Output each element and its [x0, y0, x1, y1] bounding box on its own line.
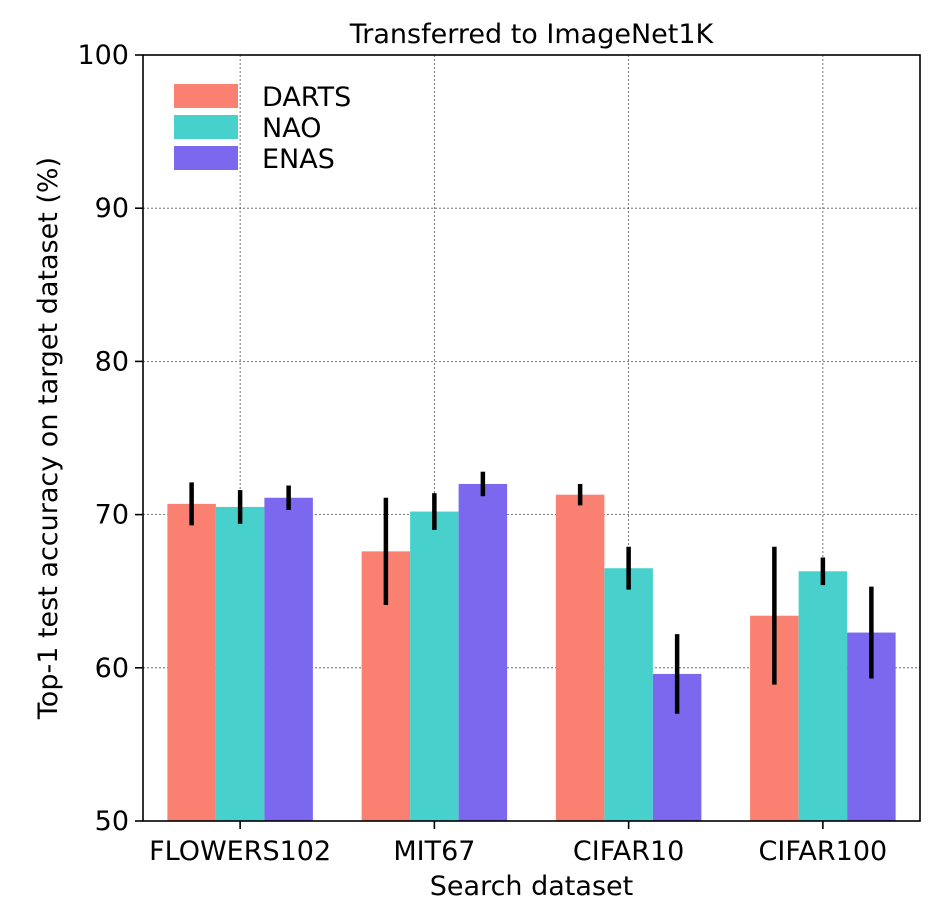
- bar-nao: [410, 511, 459, 821]
- legend-swatch-enas: [174, 146, 238, 170]
- bar-nao: [215, 506, 265, 821]
- y-tick-label: 50: [95, 806, 129, 837]
- y-axis-label: Top-1 test accuracy on target dataset (%…: [33, 157, 64, 720]
- bar-nao: [798, 571, 848, 821]
- bar-nao: [604, 568, 653, 821]
- bar-enas: [264, 497, 313, 821]
- x-tick-label: FLOWERS102: [149, 836, 331, 867]
- y-tick-label: 70: [95, 500, 129, 531]
- y-tick-label: 80: [95, 346, 129, 377]
- legend-swatch-darts: [174, 84, 238, 108]
- legend-swatch-nao: [174, 115, 238, 139]
- error-bars: [189, 471, 874, 714]
- bar-darts: [555, 494, 605, 821]
- legend-label-nao: NAO: [262, 113, 321, 144]
- bars: [167, 483, 896, 821]
- y-tick-label: 60: [95, 653, 129, 684]
- chart-title: Transferred to ImageNet1K: [349, 19, 715, 50]
- x-axis: FLOWERS102 MIT67 CIFAR10 CIFAR100: [149, 821, 887, 867]
- bar-enas: [458, 483, 508, 821]
- bar-darts: [167, 503, 216, 821]
- plot-frame: [142, 54, 921, 822]
- legend-label-darts: DARTS: [262, 82, 351, 113]
- x-axis-label: Search dataset: [430, 871, 633, 902]
- y-tick-label: 90: [95, 193, 129, 224]
- x-tick-label: CIFAR10: [573, 836, 684, 867]
- x-tick-label: MIT67: [393, 836, 475, 867]
- x-tick-label: CIFAR100: [759, 836, 888, 867]
- y-axis: 50 60 70 80 90 100: [77, 40, 143, 837]
- y-tick-label: 100: [77, 40, 129, 71]
- legend-label-enas: ENAS: [262, 144, 335, 175]
